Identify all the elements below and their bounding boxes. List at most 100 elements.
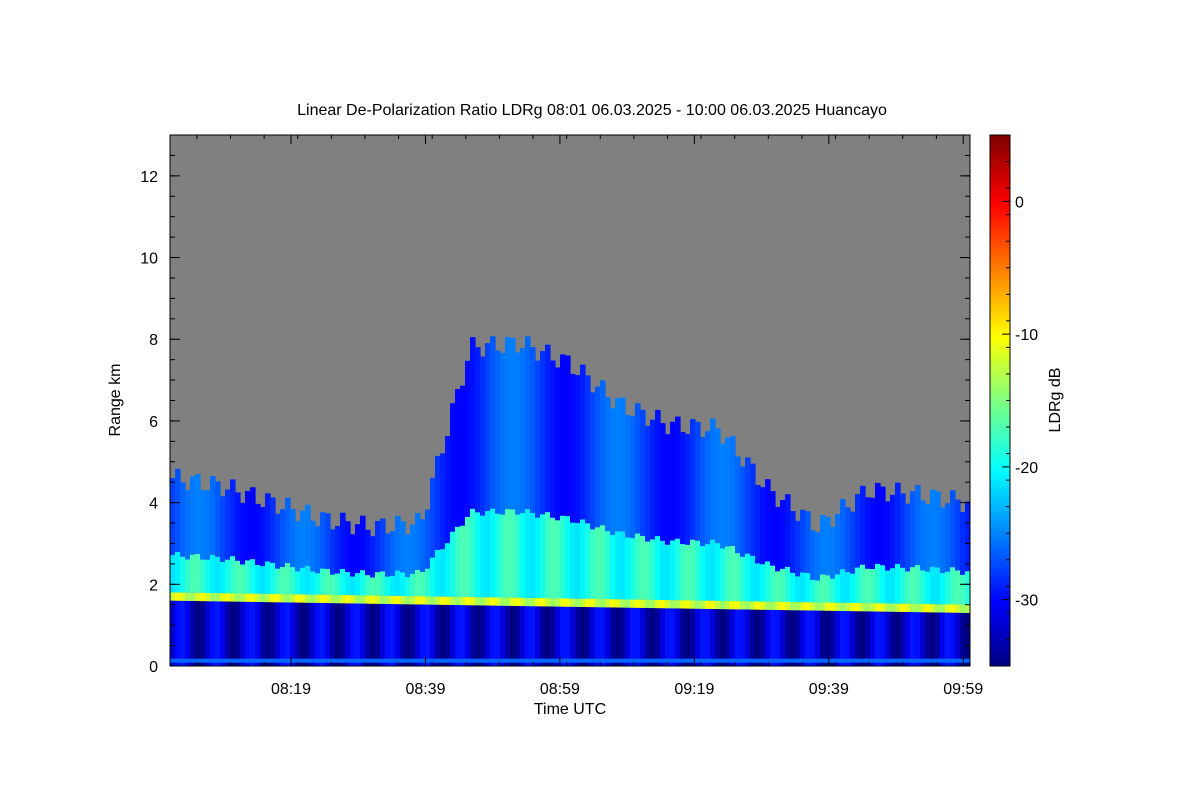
heatmap-melting-layer-cell xyxy=(200,592,206,602)
heatmap-cloud-cell xyxy=(940,507,946,574)
heatmap-melting-layer-cell xyxy=(825,602,831,611)
heatmap-cloud-cell xyxy=(405,577,411,597)
heatmap-cloud-cell xyxy=(915,485,921,565)
heatmap-ground-cell xyxy=(380,658,386,663)
heatmap-cloud-cell xyxy=(405,534,411,578)
heatmap-ground-cell xyxy=(800,658,806,663)
heatmap-melting-layer-cell xyxy=(565,598,571,607)
heatmap-surface-cell xyxy=(930,612,936,666)
heatmap-cloud-cell xyxy=(765,479,771,562)
heatmap-melting-layer-cell xyxy=(555,598,561,607)
heatmap-cloud-cell xyxy=(495,350,501,514)
heatmap-cloud-cell xyxy=(325,568,331,595)
heatmap-surface-cell xyxy=(365,603,371,666)
heatmap-cloud-cell xyxy=(390,531,396,576)
x-tick-label: 08:39 xyxy=(405,681,445,698)
heatmap-cloud-cell xyxy=(775,507,781,572)
heatmap-surface-cell xyxy=(565,606,571,666)
heatmap-cloud-cell xyxy=(715,428,721,544)
heatmap-melting-layer-cell xyxy=(570,598,576,607)
heatmap-cloud-cell xyxy=(305,504,311,566)
heatmap-cloud-cell xyxy=(755,484,761,564)
heatmap-surface-cell xyxy=(320,602,326,666)
heatmap-melting-layer-cell xyxy=(420,596,426,605)
heatmap-cloud-cell xyxy=(745,457,751,554)
heatmap-ground-cell xyxy=(365,658,371,663)
heatmap-cloud-cell xyxy=(615,531,621,600)
heatmap-cloud-cell xyxy=(700,436,706,547)
heatmap-cloud-cell xyxy=(955,499,961,571)
heatmap-ground-cell xyxy=(475,658,481,663)
heatmap-surface-cell xyxy=(870,611,876,666)
heatmap-surface-cell xyxy=(240,601,246,666)
heatmap-melting-layer-cell xyxy=(280,594,286,603)
heatmap-cloud-cell xyxy=(445,436,451,544)
heatmap-ground-cell xyxy=(640,658,646,663)
heatmap-cloud-cell xyxy=(295,521,301,572)
heatmap-ground-cell xyxy=(430,658,436,663)
x-axis-label: Time UTC xyxy=(534,701,606,718)
x-axis: 08:19 08:39 08:59 09:19 09:39 09:59 xyxy=(196,135,983,698)
heatmap-cloud-cell xyxy=(510,337,516,510)
heatmap-cloud-cell xyxy=(475,512,481,598)
heatmap-ground-cell xyxy=(755,658,761,663)
heatmap-melting-layer-cell xyxy=(205,593,211,602)
heatmap-melting-layer-cell xyxy=(210,593,216,602)
heatmap-ground-cell xyxy=(460,658,466,663)
heatmap-surface-cell xyxy=(740,609,746,666)
heatmap-melting-layer-cell xyxy=(805,602,811,611)
heatmap-melting-layer-cell xyxy=(760,601,766,610)
heatmap-melting-layer-cell xyxy=(300,594,306,603)
heatmap-cloud-cell xyxy=(425,509,431,569)
heatmap-cloud-cell xyxy=(575,375,581,524)
heatmap-cloud-cell xyxy=(565,516,571,599)
heatmap-cloud-cell xyxy=(470,337,476,509)
heatmap-cloud-cell xyxy=(680,431,686,545)
heatmap-cloud-cell xyxy=(790,511,796,573)
heatmap-cloud-cell xyxy=(205,490,211,560)
heatmap-surface-cell xyxy=(210,601,216,666)
heatmap-surface-cell xyxy=(580,606,586,666)
x-tick-label: 08:59 xyxy=(540,681,580,698)
heatmap-ground-cell xyxy=(440,658,446,663)
heatmap-cloud-cell xyxy=(535,360,541,518)
heatmap-melting-layer-cell xyxy=(625,599,631,608)
heatmap-cloud-cell xyxy=(315,526,321,574)
heatmap-cloud-cell xyxy=(415,513,421,570)
heatmap-melting-layer-cell xyxy=(840,602,846,611)
heatmap-melting-layer-cell xyxy=(370,595,376,604)
heatmap-cloud-cell xyxy=(240,564,246,594)
heatmap-ground-cell xyxy=(535,658,541,663)
heatmap-melting-layer-cell xyxy=(925,604,931,613)
heatmap-melting-layer-cell xyxy=(545,598,551,607)
heatmap-cloud-cell xyxy=(800,572,806,603)
heatmap-cloud-cell xyxy=(545,344,551,513)
heatmap-surface-cell xyxy=(760,609,766,666)
heatmap-melting-layer-cell xyxy=(635,599,641,608)
heatmap-melting-layer-cell xyxy=(190,592,196,601)
heatmap-surface-cell xyxy=(615,607,621,666)
heatmap-surface-cell xyxy=(690,608,696,666)
heatmap-cloud-cell xyxy=(730,545,736,602)
heatmap-melting-layer-cell xyxy=(170,592,176,601)
heatmap-surface-cell xyxy=(275,602,281,666)
heatmap-surface-cell xyxy=(460,605,466,666)
heatmap-surface-cell xyxy=(235,601,241,666)
heatmap-ground-cell xyxy=(630,658,636,663)
heatmap-cloud-cell xyxy=(215,481,221,557)
heatmap-ground-cell xyxy=(240,658,246,663)
heatmap-surface-cell xyxy=(790,610,796,666)
heatmap-surface-cell xyxy=(810,610,816,666)
heatmap-cloud-cell xyxy=(610,535,616,600)
heatmap-surface-cell xyxy=(670,608,676,666)
heatmap-surface-cell xyxy=(890,611,896,666)
heatmap-ground-cell xyxy=(820,658,826,663)
heatmap-ground-cell xyxy=(245,658,251,663)
heatmap-melting-layer-cell xyxy=(480,597,486,606)
heatmap-ground-cell xyxy=(450,658,456,663)
heatmap-cloud-cell xyxy=(770,565,776,602)
heatmap-melting-layer-cell xyxy=(935,604,941,613)
heatmap-surface-cell xyxy=(950,612,956,666)
heatmap-melting-layer-cell xyxy=(485,597,491,606)
heatmap-cloud-cell xyxy=(235,492,241,561)
